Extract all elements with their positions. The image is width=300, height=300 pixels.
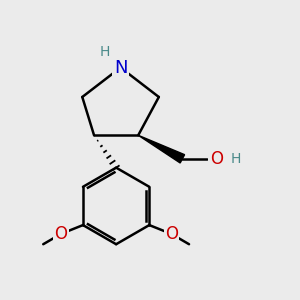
Text: O: O: [54, 225, 68, 243]
Text: O: O: [165, 225, 178, 243]
Polygon shape: [138, 135, 184, 163]
Text: N: N: [114, 58, 127, 76]
Text: O: O: [210, 150, 223, 168]
Text: H: H: [231, 152, 241, 166]
Text: H: H: [100, 45, 110, 59]
